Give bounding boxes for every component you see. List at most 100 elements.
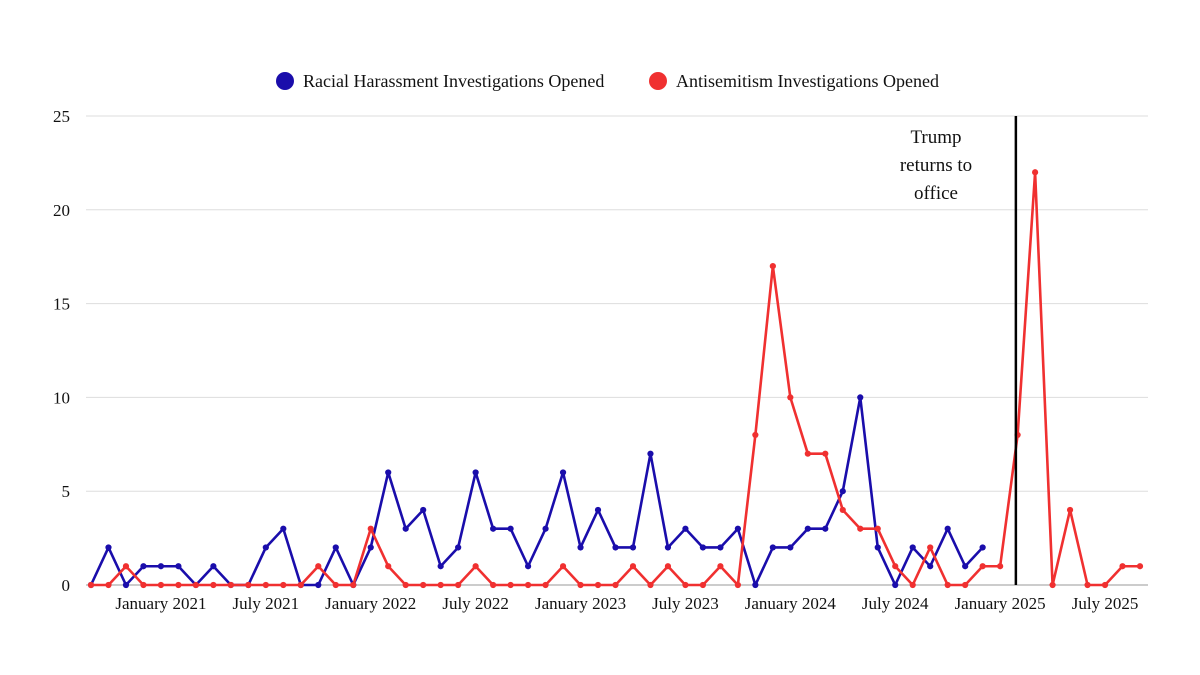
x-tick-label: July 2022 <box>442 594 509 613</box>
data-point <box>402 581 409 589</box>
data-point <box>175 563 182 570</box>
x-tick-label: January 2025 <box>955 594 1046 613</box>
data-point <box>227 581 234 589</box>
data-point <box>385 563 392 570</box>
data-point <box>647 581 654 589</box>
data-point <box>420 506 427 514</box>
data-point <box>437 563 444 570</box>
data-point <box>734 525 741 532</box>
data-point <box>594 581 602 589</box>
legend-swatch <box>276 72 294 90</box>
data-point <box>367 525 374 532</box>
legend: Racial Harassment Investigations Opened A… <box>276 71 939 91</box>
data-point <box>472 563 479 570</box>
data-point <box>612 581 619 589</box>
data-point <box>682 525 689 532</box>
data-point <box>192 581 199 589</box>
data-point <box>717 544 724 551</box>
data-point <box>734 581 741 589</box>
data-point <box>752 431 759 439</box>
y-axis-ticks: 0 5 10 15 20 25 <box>53 107 70 595</box>
data-point <box>717 563 724 570</box>
data-point <box>524 563 532 570</box>
data-point <box>647 450 654 457</box>
data-point <box>122 563 130 570</box>
data-point <box>385 469 392 476</box>
data-point <box>105 544 112 551</box>
data-point <box>839 488 846 495</box>
data-point <box>927 563 934 570</box>
data-point <box>787 394 794 401</box>
data-point <box>594 506 602 514</box>
data-point <box>420 581 427 589</box>
data-point <box>367 544 374 551</box>
data-point <box>332 581 339 589</box>
y-tick-label: 0 <box>62 576 71 595</box>
x-tick-label: January 2022 <box>325 594 416 613</box>
data-point <box>87 581 95 589</box>
data-point <box>524 581 532 589</box>
data-point <box>822 450 829 457</box>
annotation-text: office <box>914 183 958 204</box>
data-point <box>962 563 969 570</box>
data-point <box>927 544 934 551</box>
y-tick-label: 25 <box>53 107 70 126</box>
y-tick-label: 15 <box>53 295 70 314</box>
data-point <box>997 563 1004 570</box>
data-point <box>559 563 567 570</box>
data-point <box>979 563 986 570</box>
data-point <box>962 581 969 589</box>
data-point <box>577 544 584 551</box>
x-tick-label: July 2024 <box>862 594 929 613</box>
x-tick-label: July 2023 <box>652 594 719 613</box>
data-point <box>297 581 304 589</box>
y-tick-label: 10 <box>53 388 70 407</box>
data-point <box>612 544 619 551</box>
series-line <box>91 170 1140 587</box>
data-point <box>664 563 672 570</box>
data-point <box>892 563 899 570</box>
data-point <box>122 581 130 589</box>
data-point <box>140 563 147 570</box>
data-point <box>1119 563 1126 570</box>
data-point <box>804 525 811 532</box>
data-point <box>175 581 182 589</box>
data-point <box>157 581 165 589</box>
data-point <box>874 544 881 551</box>
data-point <box>507 581 514 589</box>
data-point <box>280 581 287 589</box>
data-point <box>315 563 322 570</box>
data-point <box>769 544 776 551</box>
y-tick-label: 20 <box>53 201 70 220</box>
annotation-text: returns to <box>900 155 972 176</box>
legend-swatch <box>649 72 667 90</box>
data-point <box>682 581 689 589</box>
data-point <box>874 525 881 532</box>
data-point <box>455 544 462 551</box>
data-point <box>944 581 951 589</box>
x-tick-label: July 2025 <box>1072 594 1139 613</box>
data-point <box>472 469 479 476</box>
x-tick-label: January 2021 <box>115 594 206 613</box>
gridlines <box>86 115 1148 586</box>
data-point <box>210 581 217 589</box>
data-point <box>542 581 549 589</box>
x-tick-label: July 2021 <box>233 594 300 613</box>
data-point <box>157 563 165 570</box>
data-point <box>944 525 951 532</box>
x-tick-label: January 2024 <box>745 594 837 613</box>
data-point <box>787 544 794 551</box>
data-point <box>1136 563 1144 570</box>
data-point <box>262 581 269 589</box>
y-tick-label: 5 <box>62 482 71 501</box>
series-antisemitism <box>87 169 1144 589</box>
data-point <box>542 525 549 532</box>
data-point <box>664 544 672 551</box>
data-point <box>1049 581 1056 589</box>
data-point <box>315 581 322 589</box>
legend-label: Antisemitism Investigations Opened <box>676 71 939 91</box>
annotation-text: Trump <box>910 127 961 148</box>
data-point <box>857 394 864 401</box>
data-point <box>350 581 357 589</box>
